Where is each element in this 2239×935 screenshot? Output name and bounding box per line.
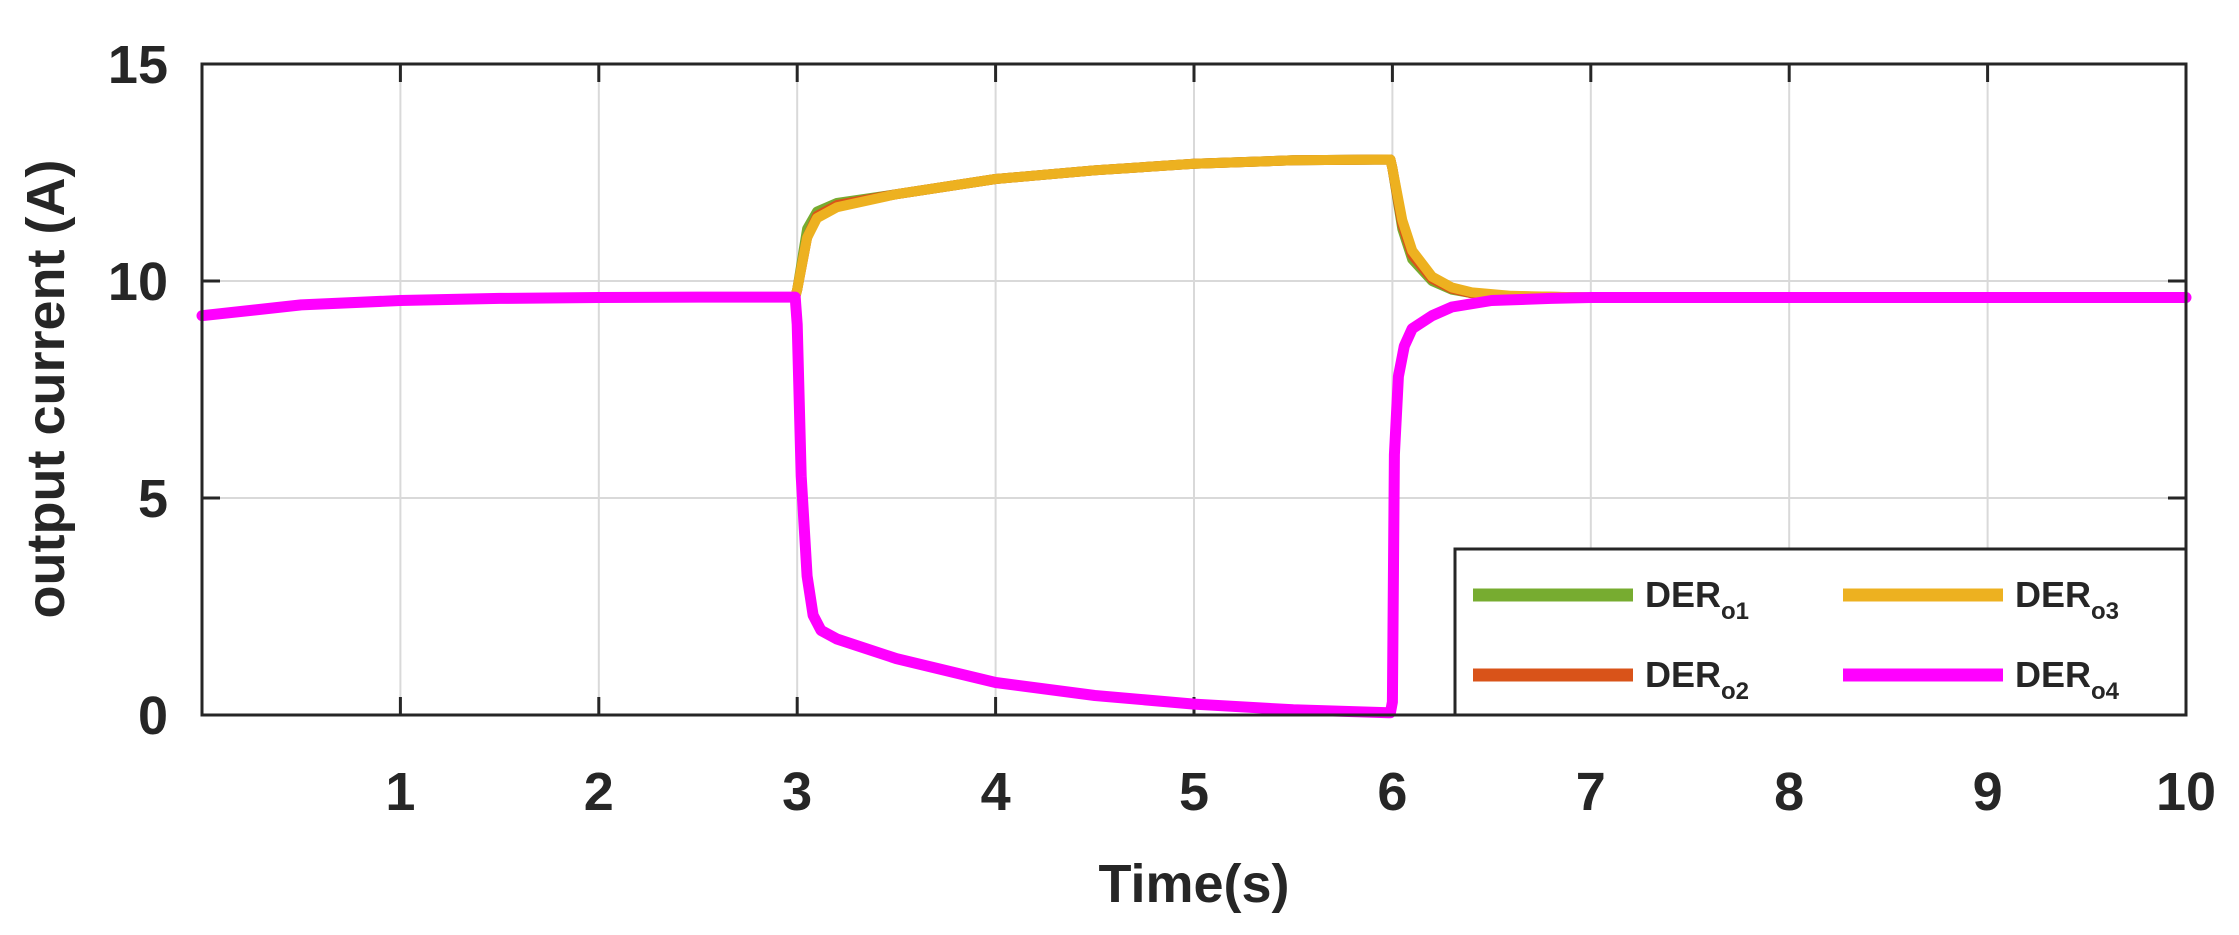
y-tick-label: 0 — [138, 686, 168, 746]
x-tick-label: 3 — [782, 762, 812, 822]
x-tick-label: 6 — [1377, 762, 1407, 822]
legend-label-subscript: o2 — [1721, 678, 1749, 705]
legend-box — [1453, 547, 2188, 717]
x-tick-label: 10 — [2156, 762, 2216, 822]
legend-label: DER — [1645, 574, 1721, 615]
x-tick-label: 7 — [1576, 762, 1606, 822]
legend-label: DER — [2015, 574, 2091, 615]
legend-label-subscript: o1 — [1721, 598, 1749, 625]
y-tick-label: 15 — [108, 35, 168, 95]
legend-label: DER — [2015, 654, 2091, 695]
x-tick-label: 2 — [584, 762, 614, 822]
legend-entry-o2: DERo2 — [1645, 654, 1749, 705]
x-axis-title: Time(s) — [1098, 854, 1289, 914]
x-tick-label: 1 — [385, 762, 415, 822]
series-line-o4 — [196, 291, 2192, 719]
legend-label: DER — [1645, 654, 1721, 695]
x-tick-label: 8 — [1774, 762, 1804, 822]
x-tick-label: 9 — [1973, 762, 2003, 822]
x-tick-label: 5 — [1179, 762, 1209, 822]
legend-entry-o3: DERo3 — [2015, 574, 2119, 625]
plot-frame — [200, 62, 2188, 717]
y-tick-label: 5 — [138, 469, 168, 529]
legend-entry-o1: DERo1 — [1645, 574, 1749, 625]
y-axis-title: output current (A) — [16, 160, 76, 619]
legend-label-subscript: o3 — [2091, 598, 2119, 625]
series-group — [196, 154, 2192, 719]
tick-labels: 1 2 3 4 5 6 7 8 9 10 0 5 10 15 — [108, 35, 2216, 822]
legend-label-subscript: o4 — [2091, 678, 2120, 705]
legend-entry-o4: DERo4 — [2015, 654, 2120, 705]
x-tick-label: 4 — [981, 762, 1011, 822]
y-tick-label: 10 — [108, 252, 168, 312]
